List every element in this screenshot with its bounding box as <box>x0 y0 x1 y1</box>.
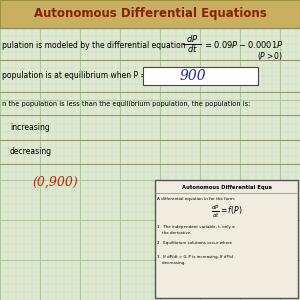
Text: decreasing: decreasing <box>10 148 52 157</box>
Text: $\frac{dP}{dt} = f(P)$: $\frac{dP}{dt} = f(P)$ <box>211 204 242 220</box>
Text: 1.  The independent variable, t, only a: 1. The independent variable, t, only a <box>157 225 235 229</box>
Text: (0,900): (0,900) <box>32 176 78 188</box>
Text: 3.  If dP/dt > 0, P is increasing. If dP/d: 3. If dP/dt > 0, P is increasing. If dP/… <box>157 255 233 259</box>
Bar <box>155 180 298 298</box>
Text: 900: 900 <box>180 69 207 83</box>
Text: $dt$: $dt$ <box>187 44 197 55</box>
Text: pulation is modeled by the differential equation: pulation is modeled by the differential … <box>2 40 186 50</box>
Text: Autonomous Differential Equations: Autonomous Differential Equations <box>34 8 266 20</box>
Text: decreasing.: decreasing. <box>157 261 186 265</box>
Text: the derivative.: the derivative. <box>157 231 192 235</box>
Text: Autonomous Differential Equa: Autonomous Differential Equa <box>182 184 272 190</box>
Bar <box>0 0 300 28</box>
Text: $dP$: $dP$ <box>186 34 198 44</box>
Text: population is at equilibrium when P =: population is at equilibrium when P = <box>2 70 147 80</box>
Text: n the population is less than the equilibrium population, the population is:: n the population is less than the equili… <box>2 101 250 107</box>
Bar <box>143 67 258 85</box>
Text: $(P > 0)$: $(P > 0)$ <box>257 50 283 62</box>
Text: 2.  Equilibrium solutions occur where: 2. Equilibrium solutions occur where <box>157 241 232 245</box>
Text: $= 0.09P - 0.0001P$: $= 0.09P - 0.0001P$ <box>203 38 284 50</box>
Text: A differential equation in for the form:: A differential equation in for the form: <box>157 197 235 201</box>
Text: increasing: increasing <box>10 124 50 133</box>
